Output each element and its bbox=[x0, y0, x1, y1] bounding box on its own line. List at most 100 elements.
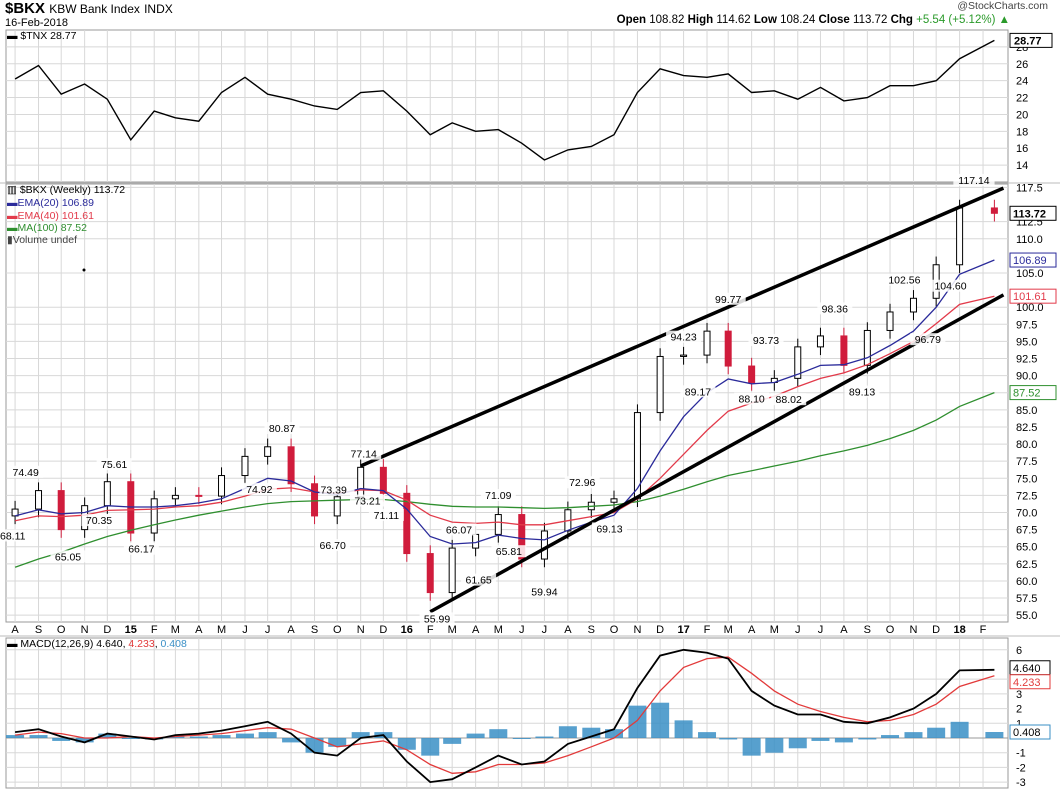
macd-histogram-bar bbox=[582, 727, 601, 738]
open-value: 108.82 bbox=[649, 14, 685, 26]
x-tick-label: A bbox=[472, 624, 480, 636]
price-annotation: 61.65 bbox=[466, 575, 492, 587]
macd-y-tick-label: 3 bbox=[1016, 689, 1022, 701]
high-value: 114.62 bbox=[716, 14, 751, 26]
macd-histogram-bar bbox=[212, 735, 231, 738]
tnx-line bbox=[14, 39, 995, 161]
bkx-y-tick-label: 65.0 bbox=[1016, 542, 1037, 554]
bkx-right-value-box bbox=[1009, 252, 1057, 268]
price-label-bg bbox=[441, 523, 477, 536]
candle-up bbox=[11, 508, 19, 517]
macd-y-tick-label: -1 bbox=[1016, 748, 1026, 760]
macd-signal-line bbox=[15, 656, 995, 774]
macd-right-value-box bbox=[1009, 674, 1051, 690]
macd-y-tick-label: 2 bbox=[1016, 704, 1022, 716]
macd-y-tick-label: 1 bbox=[1016, 718, 1022, 730]
x-tick-label: J bbox=[265, 624, 271, 636]
open-label: Open bbox=[616, 14, 647, 26]
price-label-bg bbox=[817, 302, 853, 315]
x-tick-label: N bbox=[909, 624, 917, 636]
candle-up bbox=[909, 297, 917, 313]
x-tick-label: J bbox=[519, 624, 525, 636]
close-label: Close bbox=[818, 14, 850, 26]
candle-up bbox=[264, 446, 272, 457]
tnx-y-tick-label: 22 bbox=[1016, 93, 1028, 105]
x-tick-label: O bbox=[886, 624, 895, 636]
macd-histogram-bar bbox=[166, 736, 185, 738]
price-annotation: 73.21 bbox=[354, 496, 380, 508]
hist-legend-value: 0.408 bbox=[160, 638, 187, 650]
price-annotation: 77.14 bbox=[351, 449, 377, 461]
x-tick-label: A bbox=[748, 624, 756, 636]
bkx-right-value: 113.72 bbox=[1013, 208, 1046, 220]
bkx-y-tick-label: 82.5 bbox=[1016, 422, 1037, 434]
price-annotation: 69.13 bbox=[596, 523, 622, 535]
macd-y-tick-label: -2 bbox=[1016, 762, 1026, 774]
bkx-y-tick-label: 55.0 bbox=[1016, 610, 1037, 622]
macd-y-tick-label: -3 bbox=[1016, 777, 1026, 789]
price-label-bg bbox=[734, 392, 770, 405]
price-annotation: 94.23 bbox=[670, 332, 696, 344]
price-annotation: 117.14 bbox=[958, 175, 989, 187]
price-annotation: 73.39 bbox=[321, 484, 347, 496]
ema40-line bbox=[14, 295, 995, 526]
signal-legend-value: 4.233 bbox=[128, 638, 155, 650]
x-tick-label: O bbox=[333, 624, 342, 636]
ma100-legend-icon: ▬ bbox=[7, 222, 18, 234]
price-label-bg bbox=[368, 508, 404, 521]
tnx-y-tick-label: 20 bbox=[1016, 109, 1028, 121]
symbol: $BKX bbox=[5, 0, 46, 17]
price-label-bg bbox=[666, 330, 702, 343]
bkx-y-tick-label: 95.0 bbox=[1016, 336, 1037, 348]
macd-line bbox=[14, 648, 995, 784]
macd-histogram-bar bbox=[189, 736, 208, 738]
bkx-y-tick-label: 80.0 bbox=[1016, 439, 1037, 451]
price-label-bg bbox=[346, 447, 382, 460]
macd-histogram-bar bbox=[881, 735, 900, 738]
trendline bbox=[429, 293, 1005, 614]
price-label-bg bbox=[929, 279, 972, 292]
macd-legend-label: MACD(12,26,9) bbox=[20, 638, 94, 650]
tnx-panel-frame bbox=[5, 29, 1009, 183]
price-annotation: 89.13 bbox=[849, 387, 875, 399]
bkx-y-tick-label: 62.5 bbox=[1016, 559, 1037, 571]
bkx-y-tick-label: 70.0 bbox=[1016, 508, 1037, 520]
tnx-legend-text: $TNX 28.77 bbox=[20, 30, 77, 42]
x-tick-label: A bbox=[195, 624, 203, 636]
candle-up bbox=[794, 346, 802, 379]
bkx-y-tick-label: 110.0 bbox=[1016, 234, 1043, 246]
price-label-bg bbox=[8, 465, 44, 478]
bkx-right-value-box bbox=[1009, 205, 1057, 221]
price-label-bg bbox=[844, 385, 880, 398]
macd-histogram-bar bbox=[282, 738, 301, 743]
x-tick-label: S bbox=[864, 624, 871, 636]
candle-down bbox=[724, 330, 732, 367]
candle-up bbox=[680, 354, 688, 357]
bkx-right-value-box bbox=[1009, 385, 1057, 401]
price-label-bg bbox=[710, 292, 746, 305]
macd-histogram-bar bbox=[858, 738, 877, 740]
price-annotation: 65.05 bbox=[55, 551, 81, 563]
price-annotation: 65.81 bbox=[496, 546, 522, 558]
volume-legend-icon: ▮ bbox=[7, 234, 13, 246]
candle-up bbox=[656, 355, 664, 414]
price-annotation: 102.56 bbox=[888, 275, 920, 287]
price-label-bg bbox=[953, 173, 995, 186]
macd-histogram-bar bbox=[674, 720, 693, 738]
macd-histogram-bar bbox=[651, 702, 670, 738]
x-tick-label: O bbox=[57, 624, 66, 636]
tnx-y-tick-label: 16 bbox=[1016, 143, 1028, 155]
x-tick-label: F bbox=[427, 624, 434, 636]
chg-label: Chg bbox=[890, 14, 913, 26]
tnx-y-tick-label: 24 bbox=[1016, 76, 1028, 88]
x-tick-label: D bbox=[932, 624, 940, 636]
macd-histogram-bar bbox=[605, 729, 624, 738]
macd-y-tick-label: 6 bbox=[1016, 645, 1022, 657]
x-tick-label: M bbox=[217, 624, 226, 636]
price-label-bg bbox=[315, 539, 351, 552]
price-annotation: 70.35 bbox=[86, 515, 112, 527]
bkx-y-tick-label: 105.0 bbox=[1016, 268, 1044, 280]
macd-histogram-bar bbox=[834, 738, 853, 743]
x-tick-label: J bbox=[795, 624, 801, 636]
